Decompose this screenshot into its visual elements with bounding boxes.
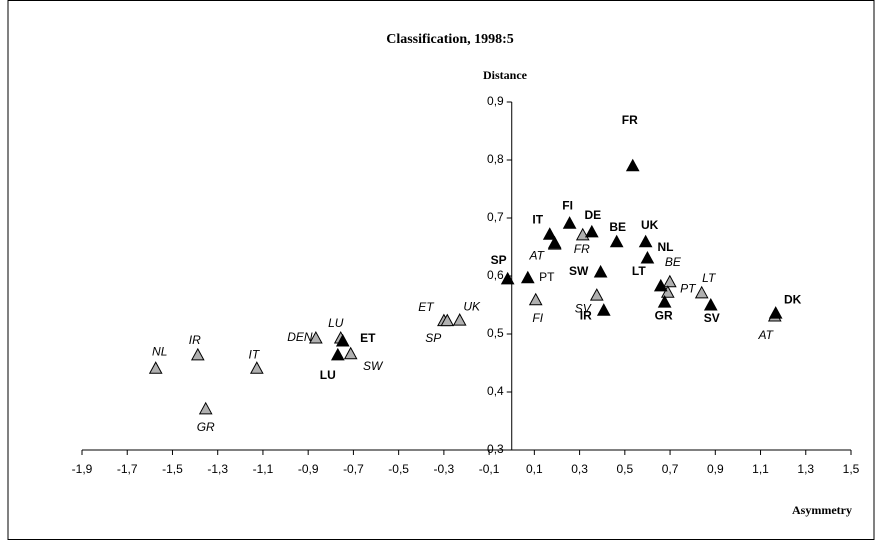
point-label: DEN <box>287 330 313 344</box>
chart-title: Classification, 1998:5 <box>386 32 514 47</box>
marker <box>768 306 783 319</box>
x-tick-label: 1,3 <box>797 462 814 476</box>
x-tick-label: 0,9 <box>707 462 724 476</box>
point-label: UK <box>641 218 659 232</box>
marker <box>660 285 675 298</box>
marker <box>653 278 668 292</box>
point-label: DE <box>584 208 601 222</box>
point-label: NL <box>657 240 673 254</box>
marker <box>609 234 624 248</box>
marker <box>330 347 345 361</box>
point-label: ET <box>418 300 435 314</box>
point-label: SP <box>425 331 441 345</box>
x-tick-label: 0,1 <box>526 462 543 476</box>
marker <box>440 313 455 327</box>
y-tick-label: 0,7 <box>487 210 504 224</box>
point-label: IR <box>189 333 201 347</box>
marker <box>562 216 577 229</box>
point-label: LU <box>328 316 344 330</box>
x-tick-label: 0,7 <box>662 462 679 476</box>
marker <box>640 250 655 264</box>
marker <box>335 333 350 347</box>
point-label: BE <box>665 255 682 269</box>
point-label: FR <box>622 113 638 127</box>
point-label: IR <box>580 308 592 322</box>
marker <box>596 303 611 316</box>
x-tick-label: -0,3 <box>434 462 455 476</box>
point-label: PT <box>680 281 697 295</box>
point-label: IT <box>248 347 260 361</box>
point-label: AT <box>758 328 775 342</box>
point-label: NL <box>152 344 167 358</box>
point-label: PT <box>539 270 555 284</box>
point-label: FR <box>574 242 590 256</box>
x-tick-label: -0,9 <box>298 462 319 476</box>
point-label: GR <box>197 420 215 434</box>
point-label: FI <box>532 311 543 325</box>
point-label: SW <box>569 264 589 278</box>
marker <box>593 264 608 278</box>
x-tick-label: 0,5 <box>616 462 633 476</box>
x-axis-title: Asymmetry <box>792 503 852 517</box>
point-label: SP <box>491 253 507 267</box>
marker <box>638 234 653 248</box>
marker <box>662 274 677 288</box>
marker <box>198 401 213 415</box>
x-tick-label: -0,5 <box>388 462 409 476</box>
point-label: UK <box>463 299 481 313</box>
point-label: BE <box>609 220 626 234</box>
marker <box>542 227 557 240</box>
marker <box>500 271 515 285</box>
x-tick-label: -1,3 <box>207 462 228 476</box>
y-tick-label: 0,9 <box>487 94 504 108</box>
marker <box>694 285 709 299</box>
marker <box>190 347 205 361</box>
point-label: LT <box>632 264 646 278</box>
marker <box>589 288 604 301</box>
point-label: LT <box>702 271 717 285</box>
x-tick-label: 1,1 <box>752 462 769 476</box>
x-tick-label: 1,5 <box>843 462 860 476</box>
x-tick-label: -1,5 <box>162 462 183 476</box>
point-label: SW <box>363 359 384 373</box>
point-label: SV <box>575 301 592 315</box>
marker <box>452 313 467 326</box>
marker <box>249 361 264 374</box>
marker <box>584 224 599 238</box>
point-label: LU <box>320 368 336 382</box>
point-label: AT <box>528 248 545 262</box>
point-label: SV <box>704 311 720 325</box>
y-tick-label: 0,4 <box>487 384 504 398</box>
marker <box>520 270 535 284</box>
point-label: ET <box>360 331 376 345</box>
x-tick-label: -1,9 <box>72 462 93 476</box>
point-label: DK <box>784 292 802 306</box>
marker <box>625 158 640 172</box>
point-label: FI <box>562 198 573 212</box>
marker <box>547 235 562 249</box>
marker <box>343 346 358 360</box>
y-tick-label: 0,5 <box>487 326 504 340</box>
point-label: IT <box>532 212 543 226</box>
marker <box>703 297 718 311</box>
x-tick-label: -1,7 <box>117 462 138 476</box>
marker <box>657 295 672 308</box>
chart-frame <box>7 0 875 540</box>
marker <box>309 331 323 344</box>
y-tick-label: 0,3 <box>487 442 504 456</box>
marker <box>528 292 543 306</box>
x-tick-label: -0,1 <box>479 462 500 476</box>
y-tick-label: 0,6 <box>487 268 504 282</box>
y-axis-title: Distance <box>483 68 528 82</box>
x-tick-label: 0,3 <box>571 462 588 476</box>
marker <box>148 361 163 374</box>
x-tick-label: -1,1 <box>253 462 274 476</box>
x-tick-label: -0,7 <box>343 462 364 476</box>
point-label: GR <box>655 308 673 322</box>
y-tick-label: 0,8 <box>487 152 504 166</box>
